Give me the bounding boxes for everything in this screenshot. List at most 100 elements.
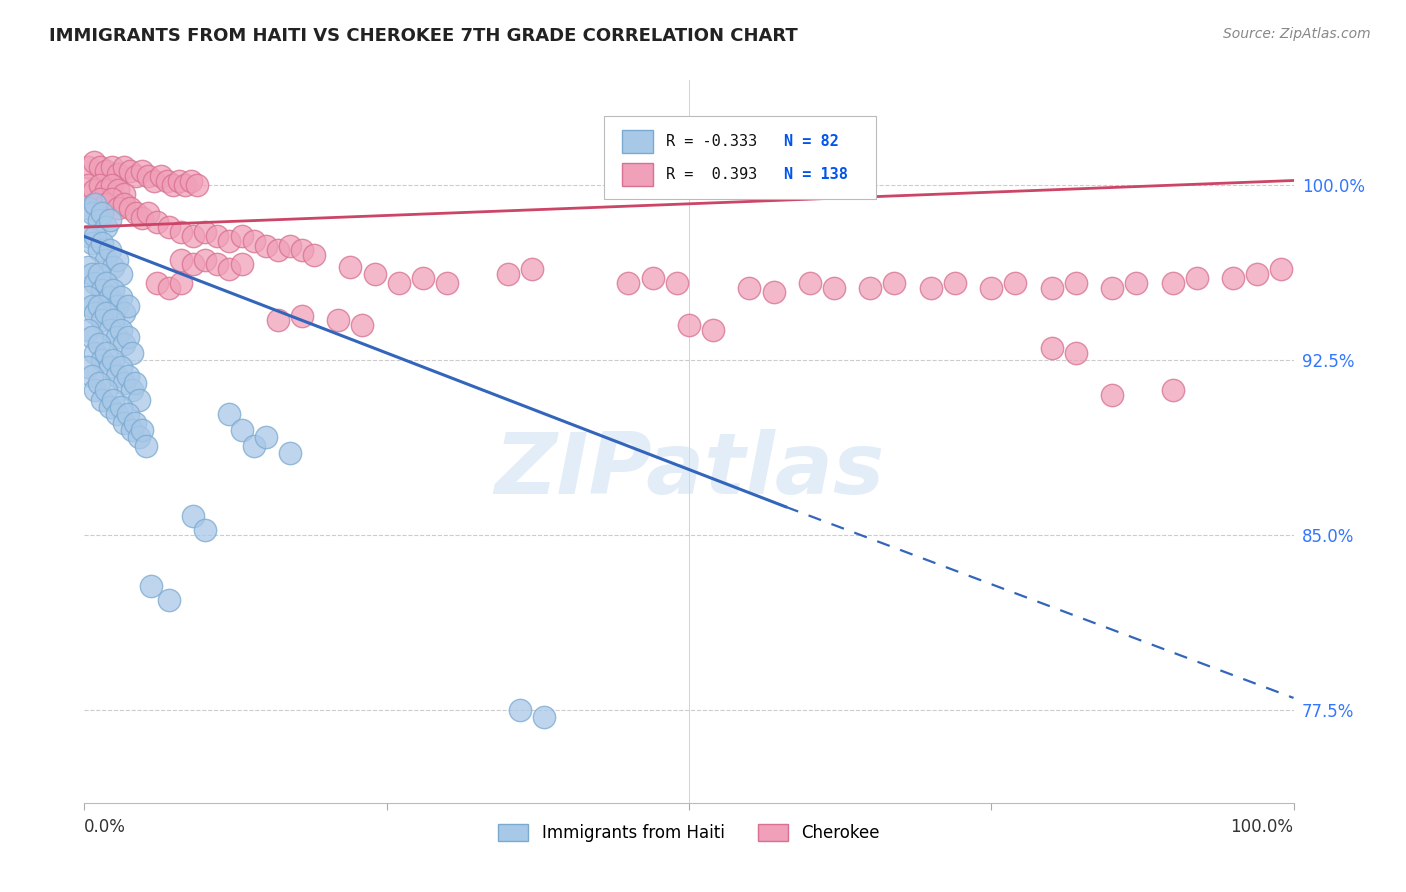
Point — [94, 183, 117, 197]
Point — [125, 169, 148, 183]
Point — [117, 369, 139, 384]
Point — [194, 523, 217, 537]
Text: R = -0.333: R = -0.333 — [666, 134, 758, 149]
Text: Source: ZipAtlas.com: Source: ZipAtlas.com — [1223, 27, 1371, 41]
Point — [1161, 276, 1184, 290]
Point — [1101, 281, 1123, 295]
Point — [143, 173, 166, 187]
Point — [980, 281, 1002, 295]
Point — [87, 376, 110, 391]
Point — [194, 225, 217, 239]
Point — [231, 257, 253, 271]
Point — [94, 276, 117, 290]
Point — [77, 178, 100, 193]
Point — [157, 220, 180, 235]
Point — [267, 313, 290, 327]
Point — [302, 248, 325, 262]
Point — [131, 164, 153, 178]
Point — [84, 229, 107, 244]
Point — [112, 187, 135, 202]
Point — [170, 276, 193, 290]
Point — [98, 400, 121, 414]
Point — [77, 359, 100, 374]
Point — [87, 267, 110, 281]
Point — [363, 267, 385, 281]
Point — [242, 439, 264, 453]
Point — [207, 229, 229, 244]
Point — [120, 164, 142, 178]
Point — [170, 225, 193, 239]
Point — [131, 423, 153, 437]
Point — [110, 323, 132, 337]
Text: ZIPatlas: ZIPatlas — [494, 429, 884, 512]
Point — [77, 202, 100, 216]
Point — [103, 392, 125, 407]
Point — [84, 306, 107, 320]
Point — [80, 369, 103, 384]
Legend: Immigrants from Haiti, Cherokee: Immigrants from Haiti, Cherokee — [492, 817, 886, 848]
Point — [173, 178, 195, 193]
Point — [91, 392, 114, 407]
Point — [94, 384, 117, 398]
Point — [278, 239, 301, 253]
Point — [84, 384, 107, 398]
Point — [112, 160, 135, 174]
Point — [267, 244, 290, 258]
Point — [124, 376, 146, 391]
Point — [138, 206, 160, 220]
Point — [1185, 271, 1208, 285]
Point — [125, 206, 148, 220]
Point — [110, 400, 132, 414]
Point — [98, 323, 121, 337]
Point — [112, 306, 135, 320]
Point — [339, 260, 361, 274]
Point — [98, 359, 121, 374]
Point — [242, 234, 264, 248]
Point — [139, 579, 162, 593]
Point — [112, 416, 135, 430]
Point — [1064, 346, 1087, 360]
Point — [146, 215, 169, 229]
Point — [128, 392, 150, 407]
Point — [388, 276, 411, 290]
Point — [117, 299, 139, 313]
Point — [101, 192, 124, 206]
Point — [124, 416, 146, 430]
Point — [94, 346, 117, 360]
Point — [496, 267, 519, 281]
Point — [103, 260, 125, 274]
Point — [80, 299, 103, 313]
Point — [1004, 276, 1026, 290]
FancyBboxPatch shape — [623, 129, 652, 153]
Point — [149, 169, 172, 183]
Text: IMMIGRANTS FROM HAITI VS CHEROKEE 7TH GRADE CORRELATION CHART: IMMIGRANTS FROM HAITI VS CHEROKEE 7TH GR… — [49, 27, 799, 45]
Point — [641, 271, 664, 285]
Point — [231, 423, 253, 437]
Point — [101, 160, 124, 174]
Point — [121, 346, 143, 360]
Point — [412, 271, 434, 285]
Point — [105, 407, 128, 421]
Point — [89, 160, 111, 174]
Point — [110, 359, 132, 374]
Point — [799, 276, 821, 290]
Point — [83, 154, 105, 169]
Point — [83, 196, 105, 211]
Point — [823, 281, 845, 295]
Point — [883, 276, 905, 290]
Point — [94, 252, 117, 267]
Point — [181, 509, 204, 524]
Point — [533, 709, 555, 723]
Point — [181, 229, 204, 244]
Point — [84, 196, 107, 211]
Point — [520, 262, 543, 277]
Point — [131, 211, 153, 225]
Point — [94, 306, 117, 320]
Point — [135, 439, 157, 453]
Point — [859, 281, 882, 295]
Text: R =  0.393: R = 0.393 — [666, 167, 758, 182]
Point — [105, 369, 128, 384]
Point — [1270, 262, 1292, 277]
Point — [80, 267, 103, 281]
Point — [117, 329, 139, 343]
